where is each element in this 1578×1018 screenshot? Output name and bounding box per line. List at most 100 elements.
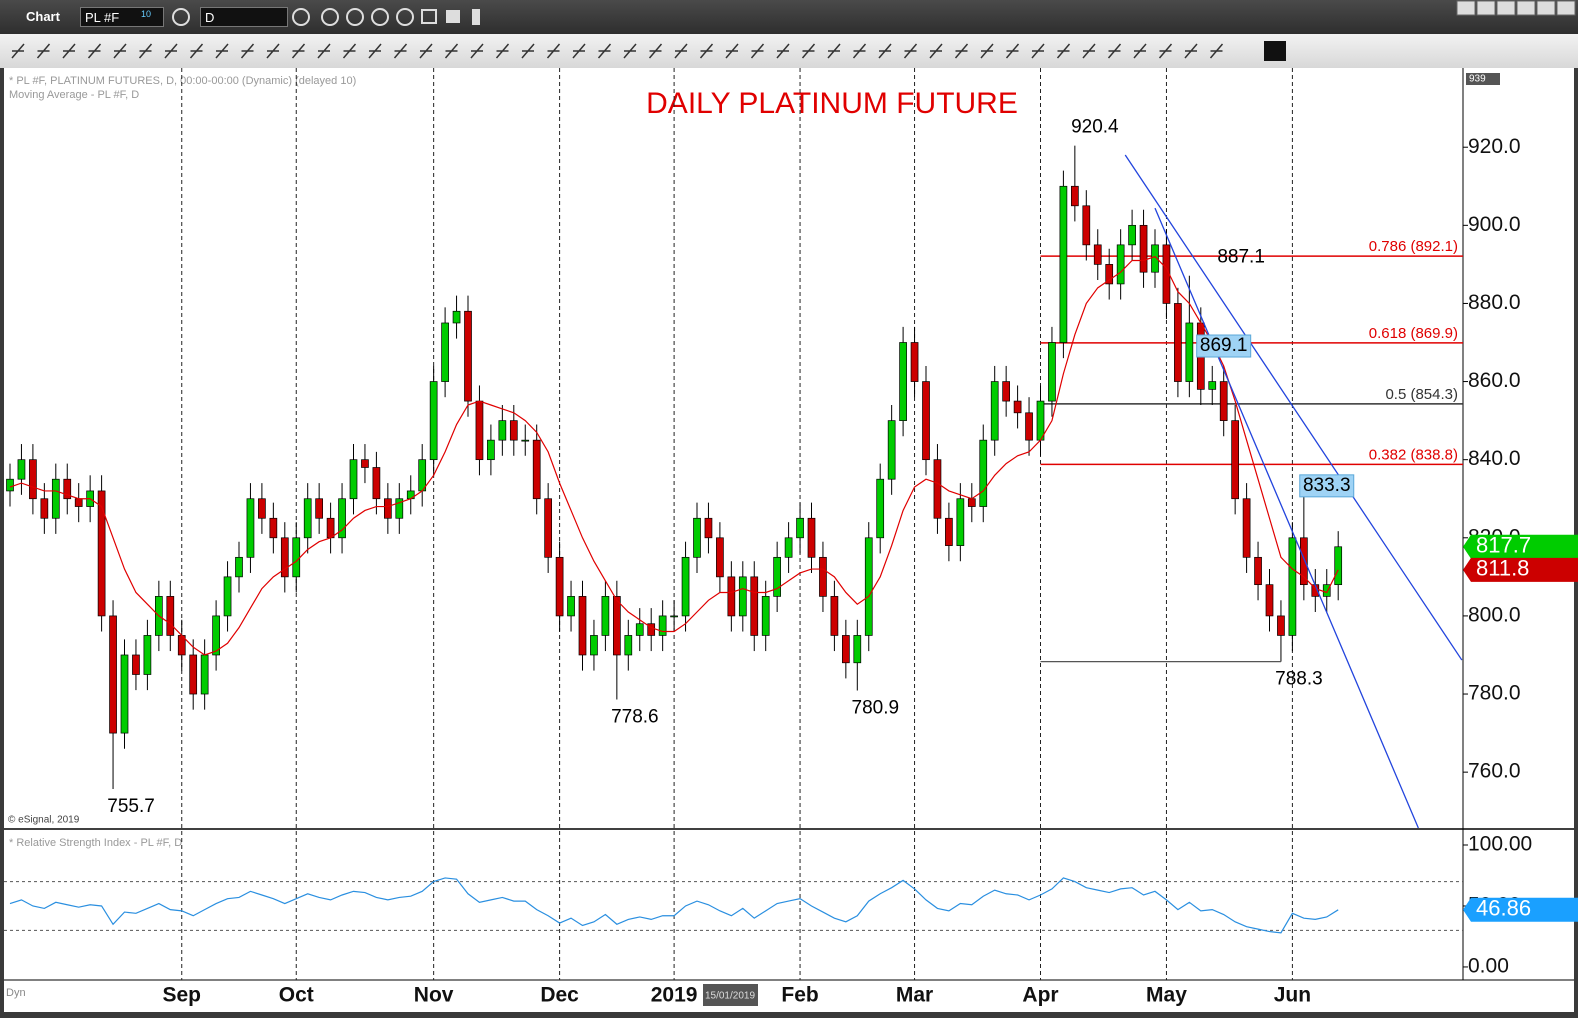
tool-icon[interactable]	[1082, 43, 1096, 59]
symbol-box[interactable]: PL #F	[80, 7, 164, 27]
y-tick-label: 880.0	[1468, 291, 1521, 314]
icon[interactable]	[321, 8, 339, 26]
tool-icon[interactable]	[11, 43, 25, 59]
candle-body	[1254, 556, 1262, 586]
y-tick-label: 800.0	[1468, 603, 1521, 626]
tool-icon[interactable]	[113, 43, 127, 59]
button[interactable]	[1536, 0, 1556, 16]
candle-body	[189, 654, 198, 695]
axis-top-label: 939	[1469, 74, 1486, 85]
button[interactable]	[1516, 0, 1536, 16]
tool-icon[interactable]	[1184, 43, 1198, 59]
tool-icon[interactable]	[342, 43, 357, 59]
tool-icon[interactable]	[1209, 43, 1224, 59]
candle-body	[612, 596, 621, 656]
icon[interactable]	[396, 8, 414, 26]
y-tick-label: 760.0	[1468, 760, 1521, 783]
tool-icon[interactable]	[164, 43, 178, 59]
tool-icon[interactable]	[317, 43, 331, 59]
candle-body	[864, 537, 873, 636]
moving-average	[9, 255, 1339, 656]
tool-icon[interactable]	[266, 43, 280, 59]
price-annotation: 833.3	[1303, 475, 1351, 496]
tool-icon[interactable]	[852, 43, 867, 59]
tool-icon[interactable]	[980, 43, 994, 59]
tool-icon[interactable]	[495, 43, 510, 59]
tool-icon[interactable]	[189, 43, 204, 59]
tool-icon[interactable]	[138, 43, 153, 59]
tool-icon[interactable]	[954, 43, 969, 59]
tool-icon[interactable]	[572, 43, 586, 59]
tool-icon[interactable]	[1031, 43, 1045, 59]
button[interactable]	[1556, 0, 1576, 16]
tool-icon[interactable]	[1133, 43, 1147, 59]
tool-icon[interactable]	[597, 43, 612, 59]
tool-icon[interactable]	[444, 43, 459, 59]
tool-icon[interactable]	[750, 43, 765, 59]
tool-icon[interactable]	[827, 43, 841, 59]
tool-icon[interactable]	[623, 43, 637, 59]
button[interactable]	[1476, 0, 1496, 16]
icon[interactable]	[472, 9, 480, 25]
icon[interactable]	[292, 8, 310, 26]
tool-icon[interactable]	[929, 43, 943, 59]
candle-body	[418, 459, 427, 492]
candle-body	[1299, 537, 1308, 586]
tool-icon[interactable]	[419, 43, 433, 59]
tool-icon[interactable]	[368, 43, 382, 59]
tool-icon[interactable]	[903, 43, 918, 59]
icon[interactable]	[172, 8, 190, 26]
candle-body	[738, 576, 747, 617]
title-bar: Chart PL #F 10 D	[0, 0, 1578, 34]
tool-icon[interactable]	[1056, 43, 1071, 59]
tool-icon[interactable]	[725, 43, 739, 59]
button[interactable]	[1456, 0, 1476, 16]
tool-icon[interactable]	[215, 43, 229, 59]
candle-body	[1208, 381, 1217, 390]
candle-body	[326, 517, 335, 539]
candle-body	[521, 439, 530, 442]
candle-body	[704, 517, 713, 539]
tool-icon[interactable]	[1158, 43, 1173, 59]
tool-icon[interactable]	[648, 43, 663, 59]
x-tick-label: Sep	[162, 984, 201, 1007]
tool-icon[interactable]	[291, 43, 306, 59]
tool-icon[interactable]	[1264, 41, 1286, 61]
candle-body	[1334, 546, 1343, 586]
tool-icon[interactable]	[521, 43, 535, 59]
candle-body	[635, 623, 644, 636]
price-annotation: 920.4	[1071, 117, 1119, 138]
tool-icon[interactable]	[546, 43, 561, 59]
candle-body	[475, 400, 484, 461]
tool-icon[interactable]	[699, 43, 714, 59]
candle-body	[1093, 244, 1102, 265]
rsi-legend: * Relative Strength Index - PL #F, D	[9, 837, 182, 849]
tool-icon[interactable]	[36, 43, 51, 59]
icon[interactable]	[446, 10, 460, 23]
candle-body	[670, 615, 678, 618]
tool-icon[interactable]	[776, 43, 790, 59]
tool-icon[interactable]	[62, 43, 76, 59]
candle-body	[899, 342, 907, 421]
tool-icon[interactable]	[470, 43, 484, 59]
tool-icon[interactable]	[878, 43, 892, 59]
chart: DAILY PLATINUM FUTURE * PL #F, PLATINUM …	[4, 68, 1578, 1012]
credit: © eSignal, 2019	[8, 815, 80, 826]
tool-icon[interactable]	[393, 43, 408, 59]
tool-icon[interactable]	[674, 43, 688, 59]
icon[interactable]	[346, 8, 364, 26]
button[interactable]	[1496, 0, 1516, 16]
candle-body	[315, 498, 323, 519]
tool-icon[interactable]	[87, 43, 102, 59]
candle-body	[761, 596, 770, 636]
icon[interactable]	[371, 8, 389, 26]
candle-body	[143, 635, 152, 675]
window-buttons	[1456, 0, 1576, 16]
tool-icon[interactable]	[1107, 43, 1122, 59]
tool-icon[interactable]	[1005, 43, 1020, 59]
tool-icon[interactable]	[801, 43, 816, 59]
tool-icon[interactable]	[240, 43, 255, 59]
candle-body	[819, 556, 827, 597]
interval-box[interactable]: D	[200, 7, 288, 27]
icon[interactable]	[421, 9, 437, 24]
